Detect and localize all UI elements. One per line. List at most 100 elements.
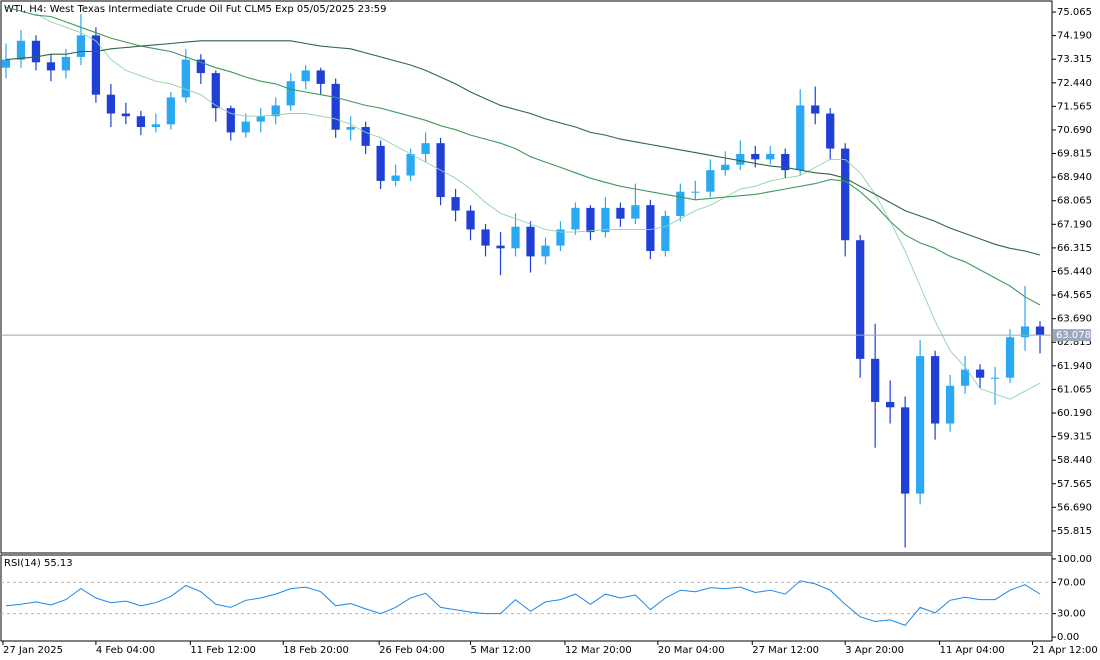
candle-body	[841, 148, 850, 241]
candle-body	[975, 369, 985, 378]
x-tick-label: 11 Apr 04:00	[940, 645, 1005, 656]
y-tick-label: 68.065	[1057, 196, 1092, 207]
y-tick-label: 61.065	[1057, 384, 1092, 395]
y-tick-label: 73.315	[1057, 54, 1092, 65]
rsi-name: RSI(14)	[4, 558, 41, 569]
candle-body	[46, 62, 56, 71]
y-tick-label: 64.565	[1057, 290, 1092, 301]
candle-body	[511, 226, 520, 249]
y-tick-label: 75.065	[1057, 7, 1092, 18]
candle-body	[301, 70, 310, 82]
y-tick-label: 56.690	[1057, 502, 1092, 513]
y-tick-label: 65.440	[1057, 266, 1092, 277]
price-label: 63.078	[1056, 330, 1091, 341]
candle-body	[451, 197, 460, 211]
candle-body	[61, 56, 71, 71]
candle-body	[1005, 337, 1015, 378]
y-tick-label: 71.565	[1057, 101, 1092, 112]
y-tick-label: 100.00	[1057, 554, 1092, 565]
candle-body	[616, 207, 625, 219]
candle-body	[541, 245, 550, 257]
rsi-line	[5, 580, 1041, 626]
candle-body	[766, 153, 775, 160]
candle-body	[796, 105, 805, 171]
candle-body	[526, 226, 535, 257]
y-tick-label: 58.440	[1057, 455, 1092, 466]
candle-body	[556, 229, 565, 246]
candle-body	[736, 153, 745, 165]
x-tick-label: 27 Jan 2025	[3, 645, 63, 656]
candle-body	[241, 121, 250, 133]
candle-body	[16, 40, 26, 60]
candle-body	[661, 215, 670, 252]
rsi-last-value: 55.13	[44, 558, 73, 569]
moving-average	[5, 40, 1041, 256]
candle-body	[1020, 326, 1030, 338]
candle-body	[211, 73, 220, 109]
candle-body	[466, 210, 475, 230]
candle-body	[631, 205, 640, 219]
candle-body	[151, 124, 160, 128]
price-label-box	[1053, 329, 1091, 342]
main-frame	[0, 0, 1053, 554]
candle-body	[166, 97, 175, 125]
x-tick-label: 12 Mar 20:00	[565, 645, 632, 656]
candle-body	[316, 70, 325, 84]
candle-body	[586, 207, 595, 233]
candle-body	[646, 205, 655, 252]
candle-body	[136, 116, 145, 128]
x-tick-label: 4 Feb 04:00	[96, 645, 155, 656]
candle-body	[721, 164, 730, 171]
y-tick-label: 74.190	[1057, 31, 1092, 42]
x-tick-label: 3 Apr 20:00	[845, 645, 904, 656]
candle-body	[391, 175, 400, 181]
candle-body	[901, 407, 910, 494]
candle-body	[331, 83, 340, 130]
chart-title: WTI, H4: West Texas Intermediate Crude O…	[4, 4, 387, 15]
x-tick-label: 21 Apr 12:00	[1033, 645, 1098, 656]
candle-body	[856, 240, 865, 359]
candle-body	[1035, 326, 1045, 336]
candle-body	[676, 191, 685, 216]
x-tick-label: 18 Feb 20:00	[283, 645, 349, 656]
candle-body	[691, 191, 700, 193]
x-tick-label: 27 Mar 12:00	[752, 645, 819, 656]
candle-body	[990, 377, 1000, 379]
y-tick-label: 68.940	[1057, 172, 1092, 183]
rsi-title: RSI(14) 55.13	[4, 558, 73, 569]
y-tick-label: 67.190	[1057, 219, 1092, 230]
candle-body	[376, 145, 385, 181]
candle-body	[496, 245, 505, 249]
y-tick-label: 66.315	[1057, 243, 1092, 254]
candle-body	[286, 81, 295, 106]
rsi-frame	[0, 554, 1053, 642]
y-tick-label: 62.815	[1057, 337, 1092, 348]
candle-body	[31, 40, 41, 63]
y-tick-label: 30.00	[1057, 609, 1086, 620]
candle-body	[361, 127, 370, 146]
x-tick-label: 20 Mar 04:00	[658, 645, 725, 656]
y-tick-label: 0.00	[1057, 632, 1079, 643]
candle-body	[571, 207, 580, 230]
plot	[1, 6, 1045, 548]
moving-average	[35, 13, 1041, 400]
candle-body	[346, 127, 355, 130]
candle-body	[226, 108, 235, 133]
candle-body	[751, 153, 760, 160]
candle-body	[91, 35, 101, 95]
candle-body	[421, 143, 430, 154]
y-tick-label: 55.815	[1057, 526, 1092, 537]
candle-body	[945, 385, 955, 424]
y-tick-label: 61.940	[1057, 361, 1092, 372]
x-tick-label: 11 Feb 12:00	[190, 645, 256, 656]
y-tick-label: 63.690	[1057, 314, 1092, 325]
y-tick-label: 59.315	[1057, 432, 1092, 443]
candle-body	[121, 113, 130, 117]
candle-body	[271, 105, 280, 117]
candle-body	[196, 59, 205, 74]
moving-average	[5, 6, 1041, 306]
candle-body	[406, 153, 415, 176]
candle-body	[601, 207, 610, 233]
y-tick-label: 70.00	[1057, 577, 1086, 588]
